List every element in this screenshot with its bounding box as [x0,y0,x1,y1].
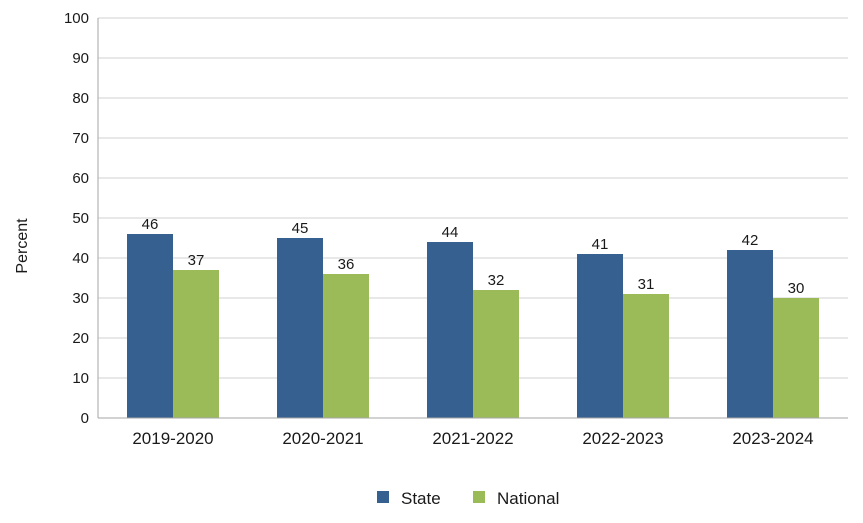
x-axis-ticks: 2019-2020 2020-2021 2021-2022 2022-2023 2023… [132,429,813,448]
bar-state [427,242,473,418]
legend-label-national: National [497,489,559,508]
data-labels: 46 37 45 36 44 32 41 31 42 30 [142,216,805,297]
y-tick-label: 0 [81,410,89,427]
y-tick-label: 20 [72,330,89,347]
data-label-state: 46 [142,216,159,233]
data-label-state: 44 [442,224,459,241]
bar-national [323,274,369,418]
data-label-national: 36 [338,256,355,273]
legend-swatch-national [473,491,485,503]
bar-national [173,270,219,418]
data-label-national: 32 [488,272,505,289]
x-tick-label: 2023-2024 [732,429,813,448]
data-label-national: 31 [638,276,655,293]
y-tick-label: 40 [72,250,89,267]
data-label-national: 37 [188,252,205,269]
legend-swatch-state [377,491,389,503]
x-tick-label: 2020-2021 [282,429,363,448]
y-axis-ticks: 0 10 20 30 40 50 60 70 80 90 100 [64,10,89,427]
y-tick-label: 60 [72,170,89,187]
bar-state [277,238,323,418]
y-tick-label: 30 [72,290,89,307]
y-tick-label: 10 [72,370,89,387]
bar-national [623,294,669,418]
y-tick-label: 70 [72,130,89,147]
bar-state [577,254,623,418]
bar-national [773,298,819,418]
x-tick-label: 2022-2023 [582,429,663,448]
data-label-national: 30 [788,280,805,297]
x-tick-label: 2021-2022 [432,429,513,448]
bar-state [727,250,773,418]
data-label-state: 42 [742,232,759,249]
bars [127,234,819,418]
data-label-state: 45 [292,220,309,237]
y-axis-title: Percent [14,218,31,274]
y-tick-label: 90 [72,50,89,67]
y-tick-label: 80 [72,90,89,107]
legend: State National [377,489,559,508]
bar-national [473,290,519,418]
gridlines [98,17,848,379]
y-tick-label: 100 [64,10,89,27]
x-tick-label: 2019-2020 [132,429,213,448]
legend-label-state: State [401,489,441,508]
bar-state [127,234,173,418]
y-tick-label: 50 [72,210,89,227]
data-label-state: 41 [592,236,609,253]
